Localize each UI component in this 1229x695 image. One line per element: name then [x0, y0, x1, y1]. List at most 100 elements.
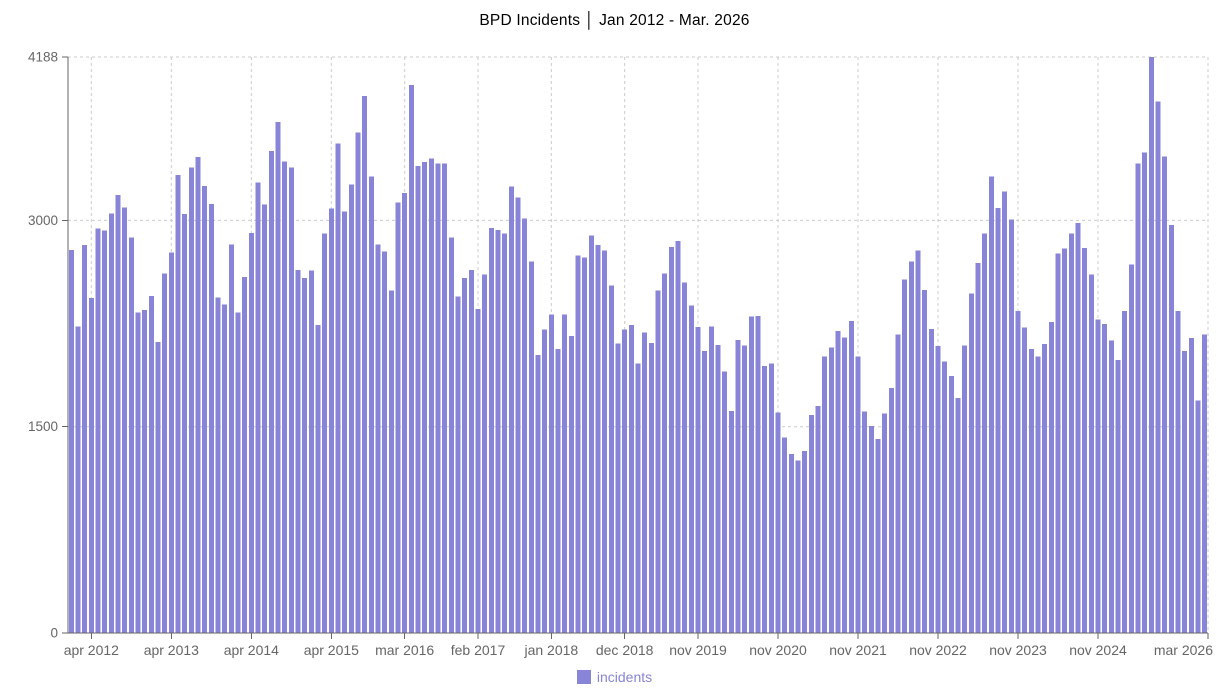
- bar[interactable]: [842, 337, 848, 633]
- bar[interactable]: [982, 233, 988, 633]
- bar[interactable]: [82, 245, 88, 633]
- bar[interactable]: [448, 237, 454, 633]
- bar[interactable]: [1082, 247, 1088, 633]
- bar[interactable]: [162, 273, 168, 633]
- bar[interactable]: [582, 257, 588, 633]
- bar[interactable]: [202, 186, 208, 633]
- bar[interactable]: [1088, 274, 1094, 633]
- bar[interactable]: [1115, 359, 1121, 633]
- bar[interactable]: [102, 230, 108, 633]
- bar[interactable]: [575, 255, 581, 633]
- bar[interactable]: [342, 211, 348, 633]
- bar[interactable]: [168, 252, 174, 633]
- bar[interactable]: [1122, 311, 1128, 633]
- bar[interactable]: [135, 312, 141, 633]
- bar[interactable]: [108, 213, 114, 633]
- bar[interactable]: [962, 345, 968, 633]
- bar[interactable]: [142, 309, 148, 633]
- bar[interactable]: [255, 182, 261, 633]
- bar[interactable]: [662, 273, 668, 633]
- bar[interactable]: [388, 290, 394, 633]
- bar[interactable]: [268, 150, 274, 633]
- bar[interactable]: [1028, 348, 1034, 633]
- bar[interactable]: [322, 233, 328, 633]
- bar[interactable]: [1175, 311, 1181, 633]
- bar[interactable]: [1188, 337, 1194, 633]
- bar[interactable]: [395, 202, 401, 633]
- bar[interactable]: [122, 207, 128, 633]
- bar[interactable]: [242, 276, 248, 633]
- bar[interactable]: [788, 454, 794, 633]
- bar[interactable]: [308, 270, 314, 633]
- bar[interactable]: [1195, 400, 1201, 633]
- bar[interactable]: [848, 320, 854, 633]
- bar[interactable]: [1068, 233, 1074, 633]
- bar[interactable]: [675, 241, 681, 633]
- bar[interactable]: [502, 233, 508, 633]
- bar[interactable]: [588, 235, 594, 633]
- bar[interactable]: [1108, 340, 1114, 633]
- bar[interactable]: [155, 342, 161, 633]
- bar[interactable]: [795, 460, 801, 633]
- bar[interactable]: [408, 84, 414, 634]
- bar[interactable]: [728, 410, 734, 633]
- bar[interactable]: [855, 356, 861, 633]
- bar[interactable]: [248, 232, 254, 633]
- bar[interactable]: [348, 184, 354, 633]
- bar[interactable]: [1002, 191, 1008, 633]
- bar[interactable]: [1048, 322, 1054, 633]
- bar[interactable]: [328, 208, 334, 633]
- bar[interactable]: [95, 228, 101, 633]
- bar[interactable]: [295, 269, 301, 633]
- bar[interactable]: [1168, 225, 1174, 633]
- bar[interactable]: [222, 304, 228, 633]
- bar[interactable]: [482, 274, 488, 633]
- bar[interactable]: [195, 157, 201, 633]
- bar[interactable]: [555, 348, 561, 633]
- bar[interactable]: [768, 363, 774, 633]
- bar[interactable]: [715, 344, 721, 633]
- bar[interactable]: [175, 175, 181, 633]
- bar[interactable]: [702, 351, 708, 633]
- bar[interactable]: [1142, 152, 1148, 633]
- bar[interactable]: [975, 263, 981, 633]
- bar[interactable]: [735, 340, 741, 633]
- bar[interactable]: [648, 342, 654, 633]
- bar[interactable]: [542, 329, 548, 633]
- bar[interactable]: [902, 279, 908, 633]
- bar[interactable]: [942, 361, 948, 633]
- bar[interactable]: [868, 426, 874, 633]
- bar[interactable]: [628, 324, 634, 633]
- bar[interactable]: [622, 329, 628, 633]
- bar[interactable]: [235, 312, 241, 633]
- bar[interactable]: [695, 326, 701, 633]
- bar[interactable]: [382, 251, 388, 633]
- bar[interactable]: [708, 326, 714, 633]
- bar[interactable]: [562, 314, 568, 633]
- bar[interactable]: [1148, 57, 1154, 633]
- bar[interactable]: [835, 331, 841, 633]
- bar[interactable]: [1042, 344, 1048, 633]
- bar[interactable]: [968, 293, 974, 633]
- bar[interactable]: [755, 315, 761, 633]
- bar[interactable]: [188, 167, 194, 633]
- bar[interactable]: [895, 334, 901, 633]
- bar[interactable]: [568, 335, 574, 633]
- bar[interactable]: [75, 326, 81, 633]
- bar[interactable]: [435, 163, 441, 633]
- bar[interactable]: [1202, 334, 1208, 633]
- bar[interactable]: [455, 296, 461, 633]
- bar[interactable]: [528, 261, 534, 633]
- bar[interactable]: [68, 249, 74, 633]
- bar[interactable]: [1022, 327, 1028, 633]
- bar[interactable]: [1135, 163, 1141, 633]
- bar[interactable]: [228, 244, 234, 633]
- bar[interactable]: [442, 163, 448, 633]
- bar[interactable]: [88, 298, 94, 633]
- bar[interactable]: [802, 450, 808, 633]
- bar[interactable]: [668, 247, 674, 633]
- bar[interactable]: [375, 244, 381, 633]
- bar[interactable]: [815, 406, 821, 633]
- bar[interactable]: [922, 289, 928, 633]
- bar[interactable]: [115, 194, 121, 633]
